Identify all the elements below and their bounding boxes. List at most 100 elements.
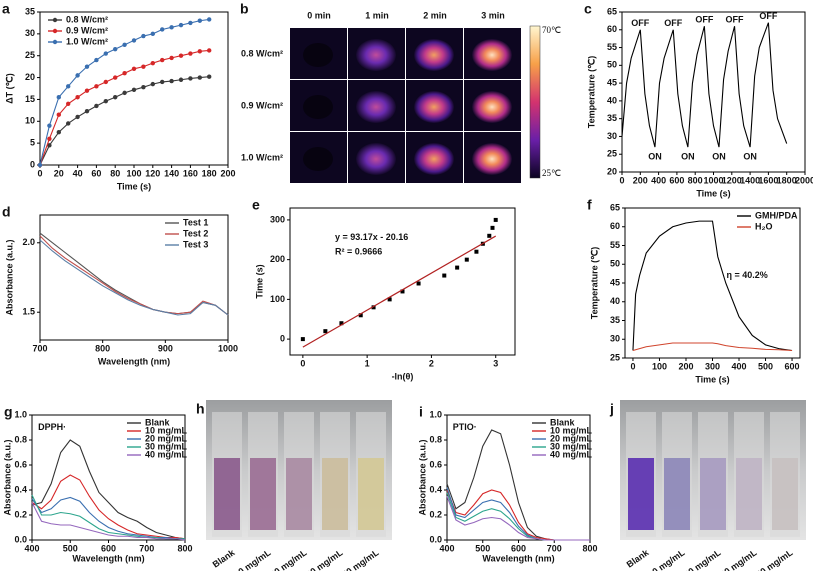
- annotation: ON: [681, 151, 695, 161]
- color-bar-min: 25℃: [542, 168, 561, 178]
- x-axis-title: Time (s): [696, 188, 730, 198]
- x-tick-label: 400: [731, 361, 746, 371]
- data-point: [416, 281, 421, 286]
- x-tick-label: 0: [630, 361, 635, 371]
- y-tick-label: 0.6: [14, 459, 27, 469]
- y-tick-label: 35: [610, 315, 620, 325]
- plot-frame: [624, 207, 801, 359]
- x-tick-label: 1000: [218, 343, 238, 353]
- data-line: [621, 22, 788, 148]
- data-point: [197, 18, 202, 23]
- data-point: [150, 31, 155, 37]
- x-tick-label: 600: [101, 543, 116, 553]
- annotation: ON: [743, 151, 757, 161]
- y-tick-label: 1.0: [14, 409, 27, 419]
- data-point: [66, 84, 71, 89]
- x-tick-label: 1000: [703, 175, 723, 185]
- column-header: 1 min: [365, 10, 389, 20]
- data-point: [94, 57, 99, 63]
- legend-marker: [52, 28, 58, 34]
- data-point: [188, 51, 193, 56]
- data-point: [56, 95, 61, 100]
- x-axis-title: Time (s): [117, 181, 151, 191]
- data-point: [400, 289, 405, 294]
- data-point: [75, 114, 80, 120]
- caption: 20 mg/mL: [682, 547, 723, 571]
- thermal-spot: [414, 39, 454, 71]
- y-tick-label: 30: [607, 131, 617, 141]
- data-point: [300, 337, 305, 342]
- data-line: [446, 496, 590, 541]
- data-point: [323, 329, 328, 334]
- thermal-spot: [303, 95, 333, 119]
- annotation: ON: [648, 151, 662, 161]
- vial-liquid: [358, 458, 384, 530]
- data-point: [56, 112, 61, 117]
- thermal-spot: [472, 91, 512, 123]
- legend-label: Test 3: [183, 239, 208, 249]
- x-tick-label: 400: [651, 175, 666, 185]
- data-point: [47, 136, 52, 141]
- data-point: [150, 60, 155, 66]
- legend-label: 30 mg/mL: [550, 441, 593, 451]
- plot-frame: [289, 207, 516, 356]
- y-axis-title: Time (s): [254, 264, 264, 298]
- x-tick-label: 2: [429, 358, 434, 368]
- y-tick-label: 30: [25, 28, 35, 38]
- data-point: [113, 75, 118, 80]
- data-point: [103, 51, 109, 56]
- thermal-spot: [303, 43, 333, 67]
- caption: Blank: [625, 547, 652, 570]
- data-point: [358, 313, 363, 318]
- x-tick-label: 900: [158, 343, 173, 353]
- y-tick-label: 55: [607, 42, 617, 52]
- y-tick-label: 100: [270, 294, 285, 304]
- data-point: [455, 265, 460, 270]
- caption: 20 mg/mL: [268, 547, 309, 571]
- data-line: [39, 235, 229, 316]
- data-point: [487, 233, 492, 238]
- thermal-spot: [414, 91, 454, 123]
- x-tick-label: 300: [705, 361, 720, 371]
- x-axis-title: Time (s): [695, 374, 729, 384]
- y-axis-title: Absorbance (a.u.): [4, 239, 14, 315]
- x-tick-label: 140: [164, 168, 179, 178]
- row-label: 0.8 W/cm²: [241, 48, 283, 58]
- data-point: [160, 79, 165, 85]
- data-point: [113, 46, 118, 52]
- data-point: [131, 66, 137, 72]
- caption: 30 mg/mL: [718, 547, 759, 571]
- x-tick-label: 600: [511, 543, 526, 553]
- panel-label: i: [419, 404, 423, 420]
- data-point: [464, 257, 469, 262]
- data-point: [493, 217, 498, 222]
- caption: 10 mg/mL: [646, 547, 687, 571]
- data-line: [31, 502, 186, 541]
- data-point: [474, 249, 479, 254]
- y-tick-label: 0.8: [14, 434, 27, 444]
- y-tick-label: 60: [607, 24, 617, 34]
- vial-liquid: [214, 458, 240, 530]
- column-header: 0 min: [307, 10, 331, 20]
- data-point: [442, 273, 447, 278]
- x-tick-label: 1600: [758, 175, 778, 185]
- data-point: [169, 25, 174, 30]
- y-tick-label: 0.4: [429, 484, 442, 494]
- y-tick-label: 0.6: [429, 459, 442, 469]
- y-tick-label: 45: [607, 77, 617, 87]
- x-axis-title: Wavelength (nm): [72, 553, 144, 563]
- annotation: y = 93.17x - 20.16: [335, 232, 408, 242]
- x-tick-label: 180: [202, 168, 217, 178]
- panel-label: a: [2, 1, 10, 17]
- panel-label: h: [196, 401, 205, 417]
- x-tick-label: 0: [300, 358, 305, 368]
- x-tick-label: 600: [669, 175, 684, 185]
- x-tick-label: 700: [32, 343, 47, 353]
- annotation: OFF: [759, 11, 777, 21]
- data-point: [160, 57, 165, 63]
- fit-line: [302, 235, 497, 348]
- legend-label: H₂O: [755, 221, 773, 231]
- y-tick-label: 1.0: [429, 409, 442, 419]
- x-axis-title: Wavelength (nm): [98, 356, 170, 366]
- y-tick-label: 0.0: [14, 534, 27, 544]
